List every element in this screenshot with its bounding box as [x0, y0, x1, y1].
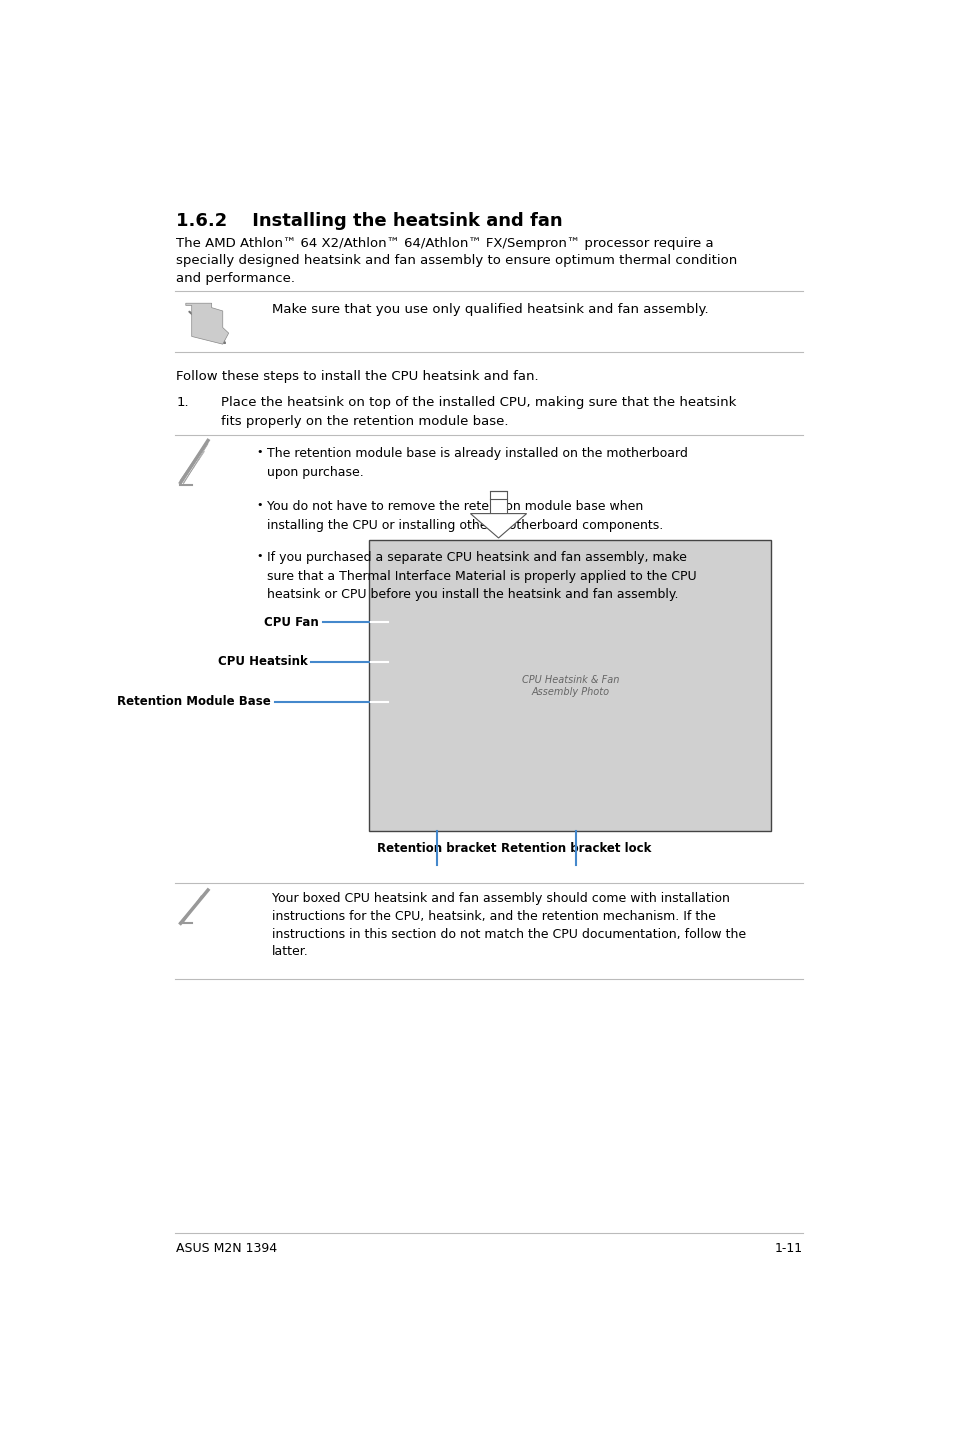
- Text: The retention module base is already installed on the motherboard: The retention module base is already ins…: [267, 447, 687, 460]
- Polygon shape: [470, 513, 526, 538]
- Text: You do not have to remove the retention module base when: You do not have to remove the retention …: [267, 500, 642, 513]
- Text: Place the heatsink on top of the installed CPU, making sure that the heatsink: Place the heatsink on top of the install…: [221, 397, 736, 410]
- Text: 1.6.2    Installing the heatsink and fan: 1.6.2 Installing the heatsink and fan: [176, 213, 562, 230]
- Text: specially designed heatsink and fan assembly to ensure optimum thermal condition: specially designed heatsink and fan asse…: [176, 255, 737, 267]
- Text: upon purchase.: upon purchase.: [267, 466, 363, 479]
- Text: Retention bracket lock: Retention bracket lock: [500, 843, 651, 856]
- Text: installing the CPU or installing other motherboard components.: installing the CPU or installing other m…: [267, 519, 662, 532]
- Text: CPU Heatsink: CPU Heatsink: [218, 656, 308, 669]
- Text: fits properly on the retention module base.: fits properly on the retention module ba…: [221, 416, 508, 429]
- Text: instructions for the CPU, heatsink, and the retention mechanism. If the: instructions for the CPU, heatsink, and …: [272, 910, 716, 923]
- Text: sure that a Thermal Interface Material is properly applied to the CPU: sure that a Thermal Interface Material i…: [267, 569, 696, 582]
- Text: ASUS M2N 1394: ASUS M2N 1394: [176, 1242, 277, 1255]
- Text: 1-11: 1-11: [774, 1242, 802, 1255]
- Text: CPU Fan: CPU Fan: [264, 615, 318, 628]
- Text: •: •: [255, 500, 262, 510]
- Text: If you purchased a separate CPU heatsink and fan assembly, make: If you purchased a separate CPU heatsink…: [267, 551, 686, 564]
- Text: Retention Module Base: Retention Module Base: [117, 696, 271, 709]
- Text: latter.: latter.: [272, 945, 309, 959]
- Text: Make sure that you use only qualified heatsink and fan assembly.: Make sure that you use only qualified he…: [272, 303, 708, 316]
- Text: Follow these steps to install the CPU heatsink and fan.: Follow these steps to install the CPU he…: [176, 370, 538, 383]
- Text: •: •: [255, 447, 262, 457]
- Text: CPU Heatsink & Fan
Assembly Photo: CPU Heatsink & Fan Assembly Photo: [521, 674, 618, 696]
- Text: heatsink or CPU before you install the heatsink and fan assembly.: heatsink or CPU before you install the h…: [267, 588, 678, 601]
- Text: instructions in this section do not match the CPU documentation, follow the: instructions in this section do not matc…: [272, 928, 745, 940]
- Polygon shape: [186, 303, 229, 344]
- Text: and performance.: and performance.: [176, 272, 294, 285]
- Text: 1.: 1.: [176, 397, 189, 410]
- Text: •: •: [255, 551, 262, 561]
- Bar: [490, 492, 506, 513]
- Bar: [369, 541, 771, 831]
- Text: Your boxed CPU heatsink and fan assembly should come with installation: Your boxed CPU heatsink and fan assembly…: [272, 892, 729, 906]
- Text: The AMD Athlon™ 64 X2/Athlon™ 64/Athlon™ FX/Sempron™ processor require a: The AMD Athlon™ 64 X2/Athlon™ 64/Athlon™…: [176, 237, 713, 250]
- Text: Retention bracket: Retention bracket: [377, 843, 497, 856]
